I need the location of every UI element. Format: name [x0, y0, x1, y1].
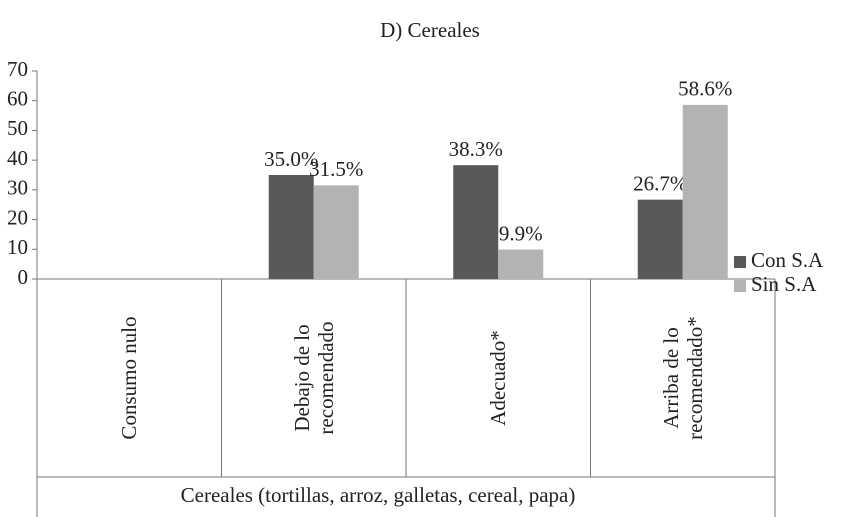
value-label: 31.5% [309, 157, 363, 181]
value-label: 9.9% [499, 221, 543, 245]
legend-swatch [734, 256, 746, 268]
x-tick-label: Debajo de lo recomendado [289, 321, 338, 435]
bar [313, 185, 359, 279]
legend-label: Sin S.A [751, 272, 817, 296]
chart-title: D) Cereales [380, 18, 480, 42]
bar [498, 249, 544, 279]
legend-swatch [734, 280, 746, 292]
y-tick-label: 60 [7, 87, 28, 111]
y-tick-label: 20 [7, 205, 28, 229]
legend-label: Con S.A [751, 248, 824, 272]
y-tick-label: 70 [7, 57, 28, 81]
y-tick-label: 50 [7, 116, 28, 140]
y-tick-label: 40 [7, 146, 28, 170]
value-label: 26.7% [633, 171, 687, 195]
bar [268, 175, 314, 279]
x-tick-label: Consumo nulo [117, 316, 142, 440]
x-axis-label: Cereales (tortillas, arroz, galletas, ce… [181, 483, 576, 507]
x-tick-label: Adecuado* [486, 330, 511, 426]
x-tick-label: Arriba de lo recomendado* [658, 316, 707, 440]
bar [637, 199, 683, 279]
value-label: 58.6% [678, 77, 732, 101]
y-tick-label: 0 [18, 265, 29, 289]
bar [682, 104, 728, 279]
value-label: 38.3% [449, 137, 503, 161]
value-label: 35.0% [264, 147, 318, 171]
y-tick-label: 10 [7, 235, 28, 259]
bar [453, 165, 499, 279]
y-tick-label: 30 [7, 176, 28, 200]
